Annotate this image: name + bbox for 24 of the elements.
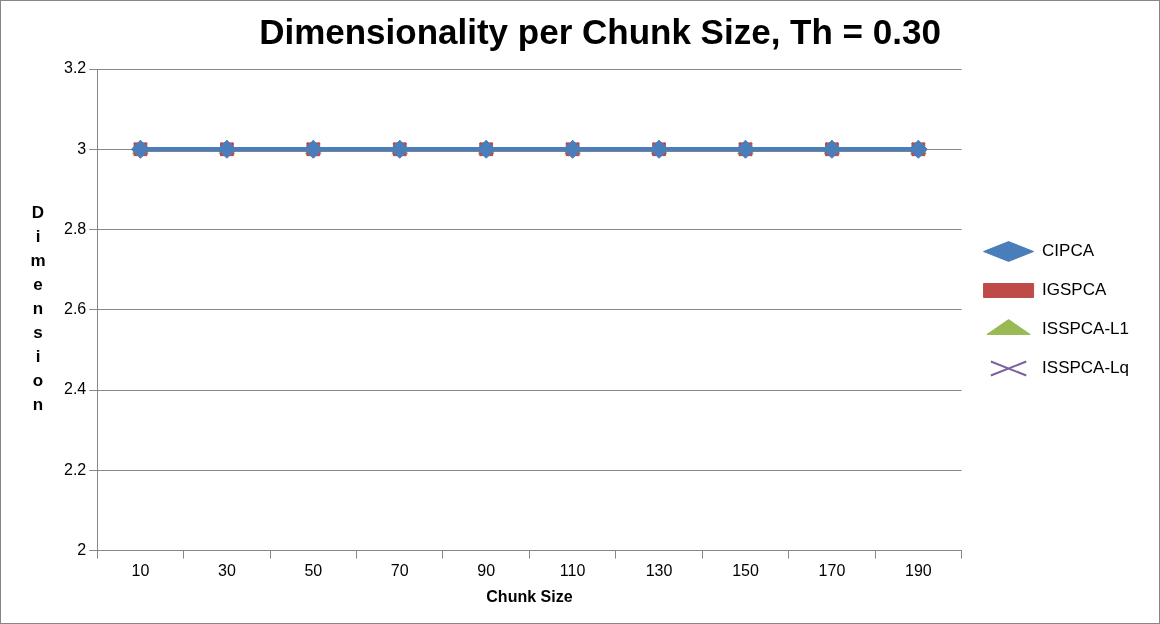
x-tick-label: 130 <box>645 561 673 579</box>
x-tick-label: 10 <box>131 561 150 579</box>
y-tick-label: 3.2 <box>63 59 87 77</box>
x-tick-label: 150 <box>732 561 759 579</box>
legend-label: ISSPCA-Lq <box>1042 358 1130 378</box>
legend-label: IGSPCA <box>1042 280 1107 300</box>
x-tick-label: 190 <box>905 561 932 579</box>
chart-title: Dimensionality per Chunk Size, Th = 0.30 <box>259 11 941 51</box>
legend-label: CIPCA <box>1042 241 1095 261</box>
x-tick-label: 90 <box>477 561 496 579</box>
x-tick-label: 170 <box>818 561 846 579</box>
x-tick-label: 70 <box>390 561 409 579</box>
y-tick-label: 2.8 <box>63 219 87 237</box>
y-tick-label: 2 <box>77 541 87 559</box>
text: Dimension <box>30 203 46 415</box>
y-tick-label: 2.2 <box>63 460 87 478</box>
x-tick-label: 50 <box>304 561 323 579</box>
x-axis-title: Chunk Size <box>486 587 573 605</box>
y-tick-label: 2.4 <box>63 380 87 398</box>
y-tick-label: 3 <box>77 139 87 157</box>
legend-label: ISSPCA-L1 <box>1042 319 1130 339</box>
y-tick-label: 2.6 <box>63 300 87 318</box>
x-tick-label: 110 <box>559 561 586 579</box>
x-tick-label: 30 <box>217 561 236 579</box>
